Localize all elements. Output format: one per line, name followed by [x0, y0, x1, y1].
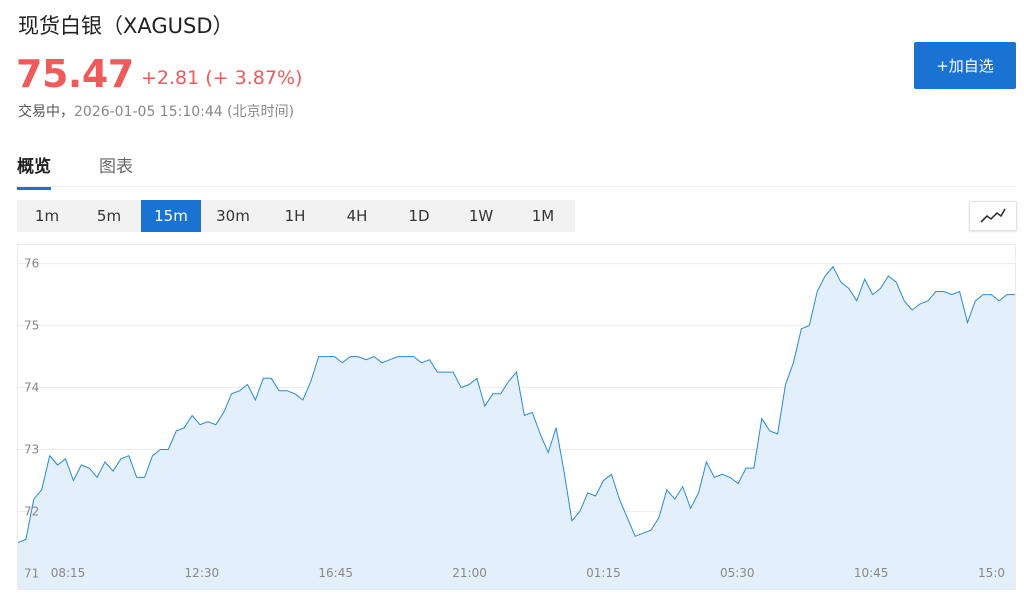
- x-tick-label: 08:15: [51, 566, 86, 580]
- x-tick-label: 21:00: [452, 566, 487, 580]
- tab-overview[interactable]: 概览: [17, 152, 51, 190]
- x-tick-label: 16:45: [318, 566, 353, 580]
- price-chart-canvas: 71 72 73 74 75 76 08:15 12:30 16:45 21:00 01:15 05:…: [17, 257, 1015, 589]
- y-tick-label: 74: [24, 381, 39, 395]
- trading-status: 交易中，2026-01-05 15:10:44 (北京时间): [18, 101, 294, 121]
- interval-1mo[interactable]: 1M: [513, 200, 573, 232]
- line-chart-icon: [980, 208, 1006, 223]
- interval-1w[interactable]: 1W: [451, 200, 511, 232]
- price-line: [17, 265, 1015, 543]
- y-tick-label: 76: [24, 257, 39, 271]
- interval-1d[interactable]: 1D: [389, 200, 449, 232]
- timestamp: 2026-01-05 15:10:44 (北京时间): [74, 104, 295, 120]
- x-tick-label: 15:0: [978, 566, 1005, 580]
- price-change: +2.81 (+ 3.87%): [141, 67, 303, 89]
- trading-status-label: 交易中，: [18, 104, 74, 120]
- interval-4h[interactable]: 4H: [327, 200, 387, 232]
- interval-5m[interactable]: 5m: [79, 200, 139, 232]
- y-tick-label: 75: [24, 319, 39, 333]
- interval-selector: 1m 5m 15m 30m 1H 4H 1D 1W 1M: [17, 200, 575, 232]
- price-chart[interactable]: 71 72 73 74 75 76 08:15 12:30 16:45 21:00 01:15 05:…: [17, 244, 1016, 590]
- x-tick-label: 10:45: [854, 566, 889, 580]
- x-tick-label: 01:15: [586, 566, 621, 580]
- y-tick-label: 71: [24, 567, 39, 581]
- x-tick-label: 05:30: [720, 566, 755, 580]
- interval-1m[interactable]: 1m: [17, 200, 77, 232]
- tab-chart[interactable]: 图表: [99, 157, 133, 177]
- add-to-watchlist-button[interactable]: +加自选: [914, 42, 1016, 89]
- price-area-fill: [18, 266, 1015, 589]
- interval-15m[interactable]: 15m: [141, 200, 201, 232]
- y-tick-label: 73: [24, 443, 39, 457]
- tab-bar: 概览 图表: [17, 148, 1016, 190]
- instrument-title: 现货白银（XAGUSD）: [18, 14, 234, 38]
- current-price: 75.47: [16, 52, 134, 96]
- interval-1h[interactable]: 1H: [265, 200, 325, 232]
- y-tick-label: 72: [24, 505, 39, 519]
- x-tick-label: 12:30: [185, 566, 220, 580]
- chart-type-button[interactable]: [969, 201, 1017, 231]
- interval-30m[interactable]: 30m: [203, 200, 263, 232]
